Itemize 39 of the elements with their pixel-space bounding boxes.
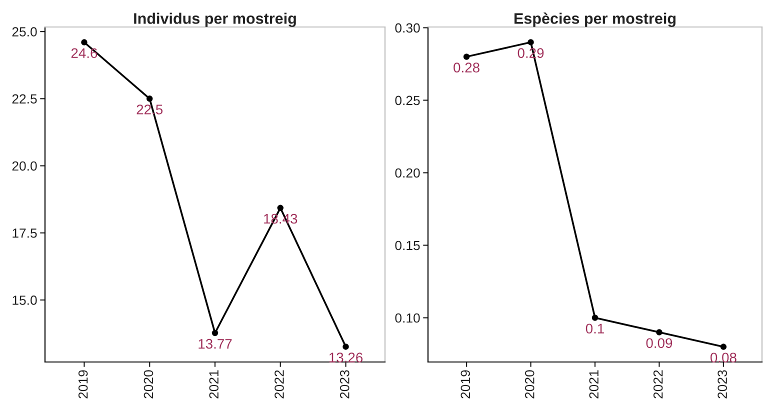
y-tick-label: 25.0	[12, 27, 37, 36]
x-tick-label: 2021	[209, 370, 219, 398]
point	[656, 329, 662, 336]
point	[528, 39, 534, 46]
x-tick-label: 2022	[274, 370, 284, 398]
y-tick-label: 15.0	[12, 296, 37, 305]
point	[342, 344, 349, 350]
point	[277, 204, 284, 212]
x-tick-label: 2019	[78, 370, 88, 398]
data-label: 13.26	[329, 352, 363, 362]
x-tick-label: 2021	[589, 370, 599, 398]
point	[463, 54, 470, 60]
point	[81, 39, 88, 46]
x-tick-label: 2019	[460, 370, 470, 398]
x-tick-label: 2020	[524, 370, 534, 398]
y-tick-label: 0.10	[395, 313, 420, 323]
point	[212, 330, 218, 336]
y-tick-label: 0.25	[395, 96, 420, 106]
x-tick-label: 2023	[340, 370, 350, 398]
y-tick-label: 0.20	[395, 168, 420, 178]
y-tick-label: 17.5	[12, 228, 37, 238]
point	[720, 344, 727, 350]
chart-title: Individus per mostreig	[134, 12, 296, 27]
y-tick-label: 20.0	[12, 161, 37, 171]
y-tick-label: 0.30	[395, 23, 420, 33]
x-tick-label: 2023	[718, 370, 728, 398]
x-tick-label: 2022	[653, 370, 663, 398]
data-label: 0.1	[586, 324, 604, 334]
data-label: 13.77	[198, 338, 232, 349]
data-label: 24.6	[71, 48, 98, 58]
data-label: 0.09	[646, 338, 672, 348]
y-tick-label: 0.15	[395, 240, 420, 250]
x-tick-label: 2020	[144, 370, 154, 398]
chart-title: Espècies per mostreig	[514, 12, 676, 27]
y-tick-label: 22.5	[12, 94, 37, 104]
point	[592, 314, 598, 321]
point	[146, 96, 153, 102]
data-label: 0.28	[454, 62, 480, 72]
data-label: 0.08	[710, 352, 736, 363]
